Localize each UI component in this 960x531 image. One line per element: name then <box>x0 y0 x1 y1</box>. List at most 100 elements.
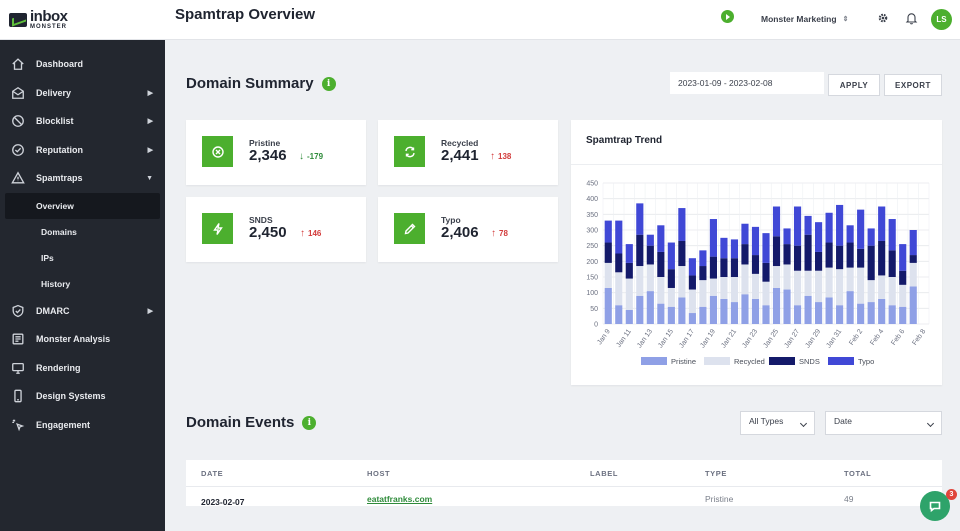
bar-segment <box>772 206 781 237</box>
sidebar-item-label: Dashboard <box>36 59 84 70</box>
updown-chevron-icon: ⇕ <box>842 16 849 23</box>
bar-segment <box>867 228 875 246</box>
stat-delta: ↓ -179 <box>299 151 323 162</box>
sidebar-item-reputation[interactable]: Reputation ▶ <box>0 136 165 165</box>
column-header-total[interactable]: TOTAL <box>844 469 872 478</box>
x-circle-icon <box>202 136 233 167</box>
column-header-host[interactable]: HOST <box>367 469 391 478</box>
bar-segment <box>878 240 886 276</box>
bar-segment <box>646 264 654 292</box>
bar-segment <box>657 303 665 324</box>
bar-segment <box>846 242 854 268</box>
y-tick-label: 50 <box>590 306 598 313</box>
bar-segment <box>720 277 728 299</box>
stat-value: 2,406 <box>441 224 479 241</box>
x-tick-label: Feb 8 <box>911 328 927 347</box>
stat-card-pristine: Pristine 2,346 ↓ -179 <box>186 120 366 185</box>
x-tick-label: Jan 17 <box>678 328 696 349</box>
info-icon[interactable]: i <box>321 76 336 91</box>
bar-segment <box>772 287 781 324</box>
sidebar: inbox MONSTER Dashboard Delivery ▶ Block… <box>0 0 165 531</box>
bar-segment <box>857 248 865 268</box>
bar-segment <box>772 236 781 267</box>
bar-segment <box>909 286 917 324</box>
sidebar-item-design-systems[interactable]: Design Systems <box>0 382 165 411</box>
bar-segment <box>646 291 654 324</box>
column-header-date[interactable]: DATE <box>201 469 224 478</box>
sidebar-item-monster-analysis[interactable]: Monster Analysis <box>0 325 165 354</box>
stat-delta: ↑ 138 <box>490 151 511 162</box>
bar-segment <box>857 303 865 324</box>
bar-segment <box>762 262 770 282</box>
play-icon[interactable] <box>721 10 734 23</box>
sidebar-subitem-history[interactable]: History <box>41 278 71 289</box>
stat-label: Typo <box>441 215 461 225</box>
sidebar-subitem-domains[interactable]: Domains <box>41 226 77 237</box>
bar-segment <box>825 242 833 268</box>
sidebar-subitem-overview[interactable]: Overview <box>5 192 160 219</box>
column-header-type[interactable]: TYPE <box>705 469 727 478</box>
x-tick-label: Feb 4 <box>869 328 885 347</box>
cell-type: Pristine <box>705 494 734 504</box>
cell-host-link[interactable]: eatatfranks.com <box>367 494 433 504</box>
bar-segment <box>720 258 728 277</box>
bar-segment <box>667 242 675 270</box>
sidebar-item-dmarc[interactable]: DMARC ▶ <box>0 297 165 326</box>
sidebar-nav: Dashboard Delivery ▶ Blocklist ▶ Reputat… <box>0 40 165 439</box>
stat-card-typo: Typo 2,406 ↑ 78 <box>378 197 558 262</box>
chat-button[interactable] <box>920 491 950 521</box>
bell-icon[interactable] <box>905 11 918 25</box>
bar-segment <box>667 306 675 324</box>
y-tick-label: 450 <box>586 181 598 188</box>
x-tick-label: Jan 21 <box>720 328 738 349</box>
sidebar-item-dashboard[interactable]: Dashboard <box>0 50 165 79</box>
bar-segment <box>636 266 644 296</box>
type-filter-select[interactable]: All Types <box>740 411 815 435</box>
date-range-input[interactable]: 2023-01-09 - 2023-02-08 <box>670 72 824 94</box>
bar-segment <box>699 280 707 307</box>
bar-segment <box>730 277 739 303</box>
chevron-right-icon: ▶ <box>147 89 153 97</box>
export-button[interactable]: EXPORT <box>884 74 942 96</box>
legend-swatch <box>704 357 730 365</box>
logo[interactable]: inbox MONSTER <box>0 0 165 40</box>
bar-segment <box>762 305 770 324</box>
domain-events-heading: Domain Events i <box>186 414 317 431</box>
sidebar-item-engagement[interactable]: Engagement <box>0 411 165 440</box>
bar-segment <box>604 220 612 243</box>
bar-segment <box>867 302 875 324</box>
legend-label: SNDS <box>799 357 820 366</box>
sidebar-item-rendering[interactable]: Rendering <box>0 354 165 383</box>
sidebar-subitem-ips[interactable]: IPs <box>41 252 54 263</box>
recycle-icon <box>394 136 425 167</box>
bar-segment <box>636 295 644 324</box>
bar-segment <box>636 203 644 235</box>
bar-segment <box>846 225 854 243</box>
sidebar-item-delivery[interactable]: Delivery ▶ <box>0 79 165 108</box>
sidebar-item-blocklist[interactable]: Blocklist ▶ <box>0 107 165 136</box>
y-tick-label: 200 <box>586 259 598 266</box>
pencil-icon <box>394 213 425 244</box>
legend-swatch <box>641 357 667 365</box>
info-icon[interactable]: i <box>302 415 317 430</box>
bar-segment <box>804 270 812 296</box>
apply-button[interactable]: APPLY <box>828 74 880 96</box>
page-title: Spamtrap Overview <box>175 6 316 23</box>
stat-value: 2,441 <box>441 147 479 164</box>
x-tick-label: Jan 25 <box>762 328 780 349</box>
sidebar-item-spamtraps[interactable]: Spamtraps ▼ <box>0 164 165 193</box>
bar-segment <box>730 239 739 259</box>
bar-segment <box>667 269 675 288</box>
org-selector[interactable]: Monster Marketing ⇕ <box>761 14 848 24</box>
avatar[interactable]: LS <box>931 9 952 30</box>
date-filter-select[interactable]: Date <box>825 411 942 435</box>
sidebar-item-label: Engagement <box>36 419 91 430</box>
bar-segment <box>836 245 844 270</box>
stat-card-snds: SNDS 2,450 ↑ 146 <box>186 197 366 262</box>
bar-segment <box>741 264 749 295</box>
bar-segment <box>846 291 854 324</box>
bar-segment <box>720 298 728 324</box>
gear-icon[interactable] <box>877 12 889 24</box>
shield-icon <box>10 303 26 319</box>
column-header-label[interactable]: LABEL <box>590 469 618 478</box>
